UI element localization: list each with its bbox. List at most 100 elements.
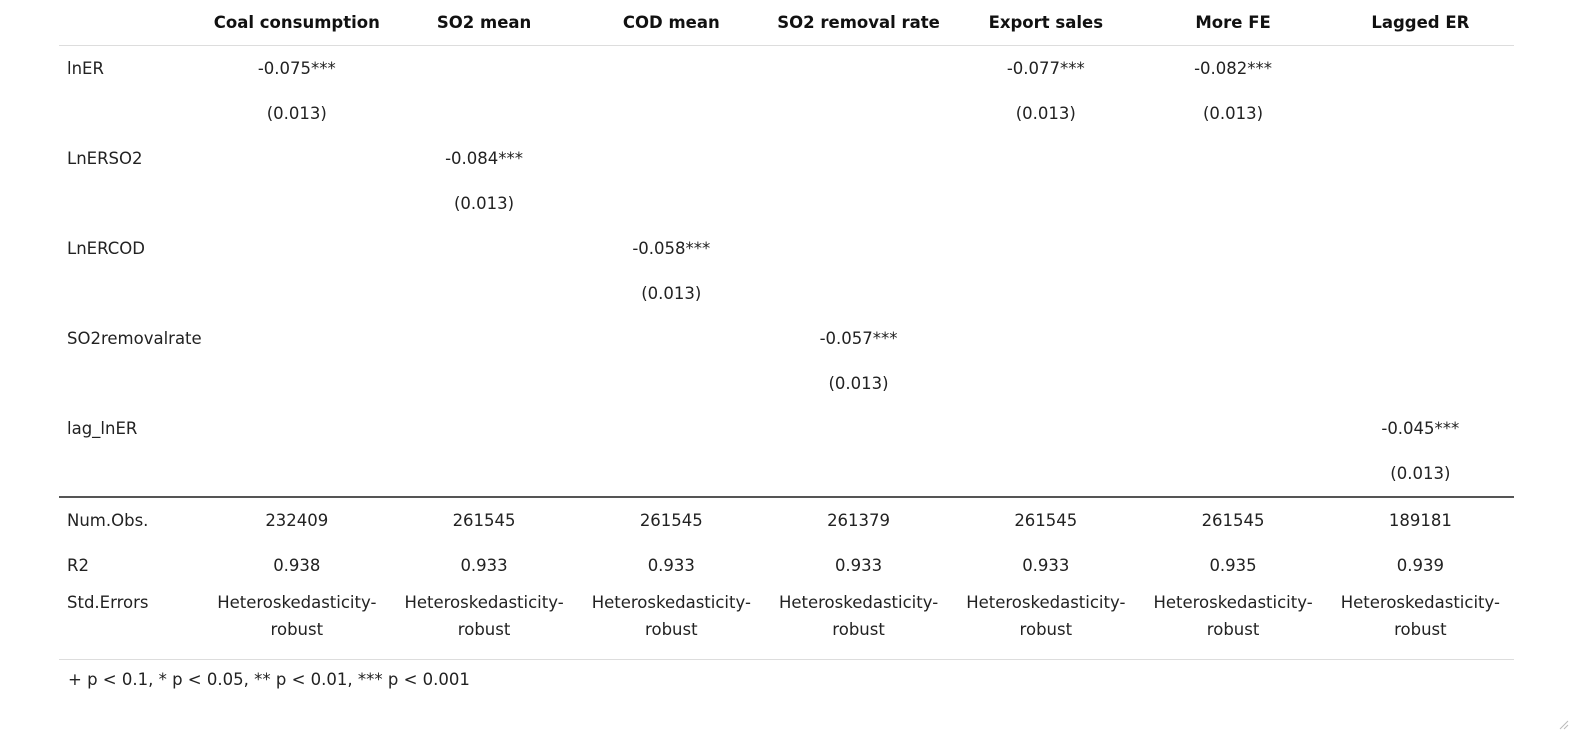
table-cell: 0.933 (647, 556, 695, 575)
row-label (59, 361, 203, 406)
table-cell: Heteroskedasticity-robust (203, 588, 391, 660)
table-row: SO2removalrate -0.057*** (59, 316, 1514, 361)
header-cell (59, 0, 204, 46)
header-cell: Lagged ER (1326, 0, 1514, 46)
header-cell: Coal consumption (203, 0, 391, 46)
table-cell: (0.013) (1326, 451, 1514, 498)
std-error-text: Heteroskedasticity-robust (1153, 593, 1313, 639)
table-cell (1139, 136, 1326, 181)
table-cell (578, 316, 765, 361)
table-cell (1327, 316, 1514, 361)
table-cell (1327, 361, 1514, 406)
row-label: lag_lnER (67, 419, 138, 438)
table-cell (578, 91, 765, 136)
header-cell: SO2 mean (390, 0, 578, 46)
row-label: LnERSO2 (67, 149, 143, 168)
row-label (59, 451, 204, 498)
table-cell (952, 181, 1139, 226)
table-row: Num.Obs. 232409 261545 261545 261379 261545 26… (59, 497, 1514, 543)
table-cell: (0.013) (641, 284, 702, 303)
table-cell (390, 271, 577, 316)
table-cell: 0.933 (1022, 556, 1070, 575)
table-row: (0.013) (59, 181, 1514, 226)
table-cell (1139, 271, 1326, 316)
std-error-text: Heteroskedasticity-robust (404, 593, 564, 639)
table-cell (952, 451, 1140, 498)
table-cell: Heteroskedasticity-robust (952, 588, 1140, 660)
table-row: (0.013) (59, 361, 1514, 406)
row-label (59, 181, 203, 226)
table-cell (578, 136, 765, 181)
std-error-text: Heteroskedasticity-robust (966, 593, 1126, 639)
table-cell: 0.933 (460, 556, 508, 575)
table-cell (203, 226, 390, 271)
table-cell (1327, 181, 1514, 226)
table-cell (203, 136, 390, 181)
table-cell (952, 316, 1139, 361)
table-cell (1139, 226, 1326, 271)
table-cell: Heteroskedasticity-robust (764, 588, 953, 660)
table-row: lag_lnER -0.045*** (59, 406, 1514, 451)
table-cell (765, 226, 952, 271)
table-cell (952, 136, 1139, 181)
table-cell (952, 406, 1139, 451)
table-cell (765, 136, 952, 181)
table-cell (578, 181, 765, 226)
table-row: LnERCOD -0.058*** (59, 226, 1514, 271)
row-label: SO2removalrate (67, 329, 202, 348)
row-label: Std.Errors (59, 588, 204, 660)
std-error-text: Heteroskedasticity-robust (591, 593, 751, 639)
table-cell: Heteroskedasticity-robust (577, 588, 765, 660)
table-cell (390, 451, 578, 498)
table-cell (578, 361, 765, 406)
table-row: LnERSO2 -0.084*** (59, 136, 1514, 181)
table-cell (1327, 136, 1514, 181)
table-cell (1139, 181, 1326, 226)
table-cell: -0.058*** (632, 239, 711, 258)
row-label: R2 (67, 556, 89, 575)
table-row: R2 0.938 0.933 0.933 0.933 0.933 0.935 0.939 (59, 543, 1514, 588)
table-cell (203, 451, 391, 498)
table-cell (1327, 46, 1514, 92)
table-cell (1139, 406, 1326, 451)
table-cell: -0.077*** (1006, 59, 1085, 78)
regression-table: Coal consumption SO2 mean COD mean SO2 r… (59, 0, 1514, 660)
table-cell (390, 361, 577, 406)
row-label: lnER (67, 59, 104, 78)
table-cell: (0.013) (1015, 104, 1076, 123)
table-cell: Heteroskedasticity-robust (1139, 588, 1327, 660)
header-cell: SO2 removal rate (764, 0, 953, 46)
table-cell: (0.013) (454, 194, 515, 213)
table-cell (1327, 91, 1514, 136)
table-cell (764, 451, 953, 498)
table-cell (203, 406, 390, 451)
std-error-text: Heteroskedasticity-robust (778, 593, 939, 639)
table-cell: (0.013) (266, 104, 327, 123)
row-label (59, 91, 203, 136)
std-error-text: Heteroskedasticity-robust (1340, 593, 1500, 639)
table-cell: -0.057*** (819, 329, 898, 348)
table-cell (390, 406, 577, 451)
resize-grip-icon[interactable] (1557, 718, 1569, 730)
header-cell: More FE (1139, 0, 1327, 46)
table-cell: 0.938 (273, 556, 321, 575)
table-cell (577, 451, 765, 498)
table-cell (390, 91, 577, 136)
table-cell: (0.013) (828, 374, 889, 393)
table-header: Coal consumption SO2 mean COD mean SO2 r… (59, 0, 1514, 46)
table-cell (1327, 226, 1514, 271)
table-cell (765, 91, 952, 136)
table-cell: 261379 (827, 511, 891, 530)
table-cell (578, 46, 765, 92)
table-cell: 0.935 (1209, 556, 1257, 575)
table-cell (578, 406, 765, 451)
table-cell (390, 226, 577, 271)
table-cell (765, 406, 952, 451)
table-cell (952, 361, 1139, 406)
row-label (59, 271, 203, 316)
table-cell: -0.084*** (445, 149, 524, 168)
table-cell (765, 271, 952, 316)
table-cell: 0.939 (1396, 556, 1444, 575)
table-cell (390, 316, 577, 361)
header-cell: COD mean (577, 0, 765, 46)
